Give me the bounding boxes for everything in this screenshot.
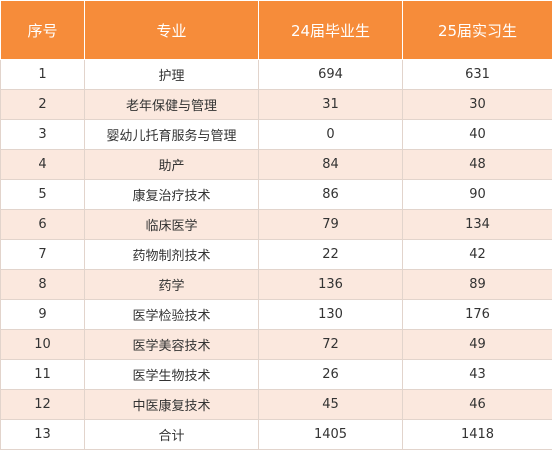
header-interns-25: 25届实习生	[403, 1, 552, 60]
cell-graduates-24: 0	[259, 120, 403, 150]
cell-major: 药物制剂技术	[85, 240, 259, 270]
cell-major: 临床医学	[85, 210, 259, 240]
cell-graduates-24: 136	[259, 270, 403, 300]
cell-major: 医学美容技术	[85, 330, 259, 360]
table-header: 序号 专业 24届毕业生 25届实习生	[1, 1, 552, 60]
cell-interns-25: 46	[403, 390, 552, 420]
header-index: 序号	[1, 1, 85, 60]
cell-index: 12	[1, 390, 85, 420]
cell-interns-25: 631	[403, 60, 552, 90]
cell-interns-25: 90	[403, 180, 552, 210]
cell-index: 9	[1, 300, 85, 330]
cell-interns-25: 49	[403, 330, 552, 360]
cell-graduates-24: 26	[259, 360, 403, 390]
cell-interns-25: 30	[403, 90, 552, 120]
cell-index: 8	[1, 270, 85, 300]
cell-major: 医学生物技术	[85, 360, 259, 390]
cell-interns-25: 48	[403, 150, 552, 180]
cell-graduates-24: 22	[259, 240, 403, 270]
cell-interns-25: 40	[403, 120, 552, 150]
cell-major: 助产	[85, 150, 259, 180]
cell-index: 5	[1, 180, 85, 210]
cell-graduates-24: 694	[259, 60, 403, 90]
cell-major: 婴幼儿托育服务与管理	[85, 120, 259, 150]
cell-graduates-24: 72	[259, 330, 403, 360]
cell-graduates-24: 86	[259, 180, 403, 210]
cell-major: 老年保健与管理	[85, 90, 259, 120]
cell-index: 2	[1, 90, 85, 120]
cell-interns-25: 134	[403, 210, 552, 240]
cell-major: 合计	[85, 420, 259, 450]
cell-graduates-24: 84	[259, 150, 403, 180]
cell-major: 药学	[85, 270, 259, 300]
cell-index: 6	[1, 210, 85, 240]
cell-major: 医学检验技术	[85, 300, 259, 330]
cell-index: 1	[1, 60, 85, 90]
cell-index: 10	[1, 330, 85, 360]
cell-interns-25: 43	[403, 360, 552, 390]
cell-interns-25: 1418	[403, 420, 552, 450]
cell-index: 7	[1, 240, 85, 270]
header-row: 序号 专业 24届毕业生 25届实习生	[1, 1, 552, 60]
header-graduates-24: 24届毕业生	[259, 1, 403, 60]
cell-interns-25: 89	[403, 270, 552, 300]
cell-major: 中医康复技术	[85, 390, 259, 420]
cell-interns-25: 176	[403, 300, 552, 330]
header-major: 专业	[85, 1, 259, 60]
cell-index: 4	[1, 150, 85, 180]
cell-index: 3	[1, 120, 85, 150]
cell-major: 护理	[85, 60, 259, 90]
cell-graduates-24: 31	[259, 90, 403, 120]
cell-graduates-24: 130	[259, 300, 403, 330]
cell-index: 11	[1, 360, 85, 390]
cell-index: 13	[1, 420, 85, 450]
cell-graduates-24: 79	[259, 210, 403, 240]
cell-graduates-24: 45	[259, 390, 403, 420]
cell-major: 康复治疗技术	[85, 180, 259, 210]
cell-graduates-24: 1405	[259, 420, 403, 450]
cell-interns-25: 42	[403, 240, 552, 270]
